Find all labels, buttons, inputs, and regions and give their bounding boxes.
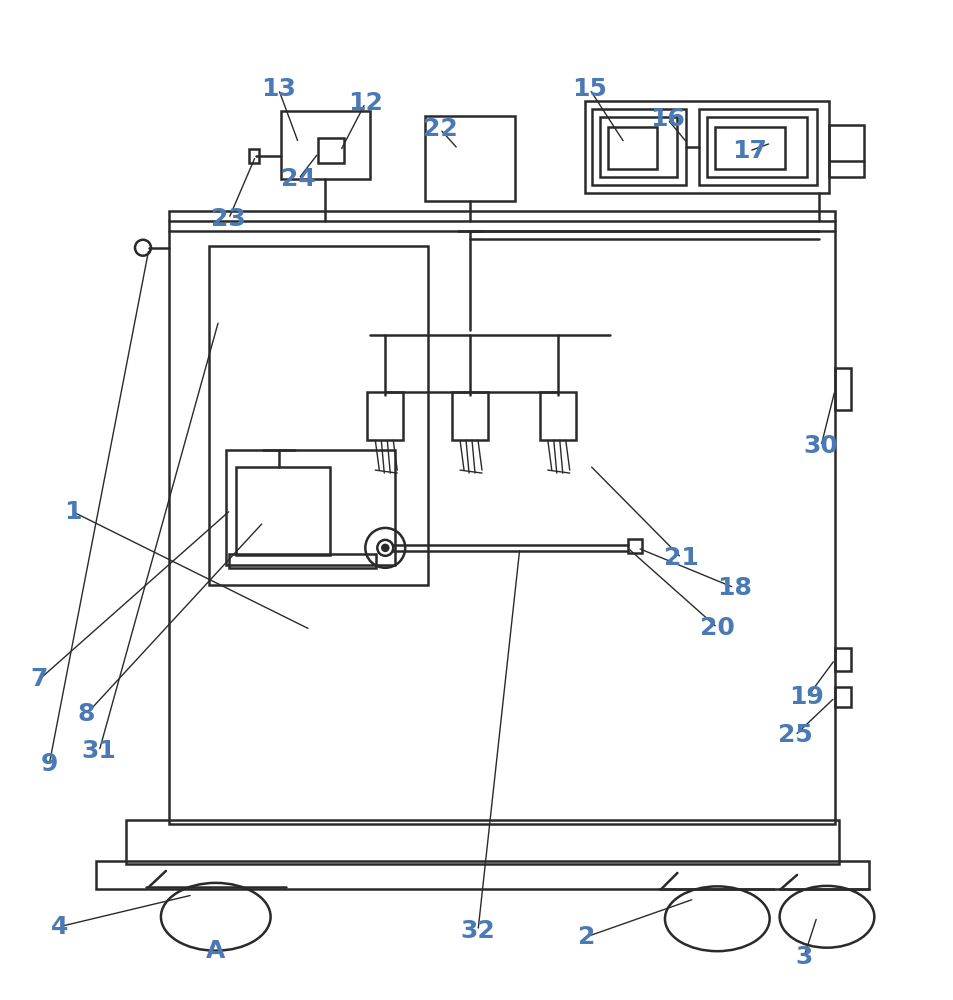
Text: 18: 18 (716, 576, 751, 600)
Bar (834, 687, 850, 707)
Text: 20: 20 (700, 616, 734, 640)
Bar (607, 127, 657, 169)
Text: A: A (206, 939, 225, 963)
Circle shape (376, 540, 393, 556)
Text: 9: 9 (41, 752, 58, 776)
Bar (126, 820, 838, 864)
Bar (452, 392, 487, 440)
Text: 13: 13 (261, 77, 295, 101)
Text: 17: 17 (731, 139, 766, 163)
Text: 1: 1 (65, 500, 82, 524)
Text: 19: 19 (789, 685, 823, 709)
Text: 15: 15 (572, 77, 606, 101)
Bar (169, 211, 834, 824)
Bar (209, 246, 428, 585)
Bar (280, 111, 370, 179)
Bar (226, 450, 395, 565)
Text: 30: 30 (802, 434, 838, 458)
Bar (834, 368, 850, 410)
Text: 7: 7 (30, 667, 48, 691)
Text: 23: 23 (212, 207, 246, 231)
Bar (715, 127, 784, 169)
Bar (318, 138, 344, 163)
Text: 24: 24 (281, 167, 315, 191)
Bar (235, 467, 330, 555)
Bar (367, 392, 403, 440)
Text: 21: 21 (663, 546, 699, 570)
Text: 22: 22 (422, 117, 457, 141)
Bar (249, 149, 258, 163)
Text: 3: 3 (795, 945, 812, 969)
Bar (591, 109, 685, 185)
Text: 12: 12 (348, 91, 382, 115)
Bar (828, 125, 863, 177)
Bar (539, 392, 575, 440)
Bar (599, 117, 677, 177)
Bar (584, 101, 828, 193)
Text: 32: 32 (460, 919, 495, 943)
Bar (834, 648, 850, 671)
Bar (229, 554, 375, 568)
Bar (627, 539, 640, 553)
Circle shape (382, 545, 388, 551)
Text: 16: 16 (649, 107, 684, 131)
Text: 25: 25 (777, 723, 812, 747)
Text: 31: 31 (82, 739, 116, 763)
Text: 2: 2 (578, 925, 595, 949)
Bar (96, 861, 868, 889)
Text: 4: 4 (51, 915, 68, 939)
Bar (706, 117, 806, 177)
Bar (425, 116, 515, 201)
Bar (699, 109, 816, 185)
Text: 8: 8 (77, 702, 94, 726)
